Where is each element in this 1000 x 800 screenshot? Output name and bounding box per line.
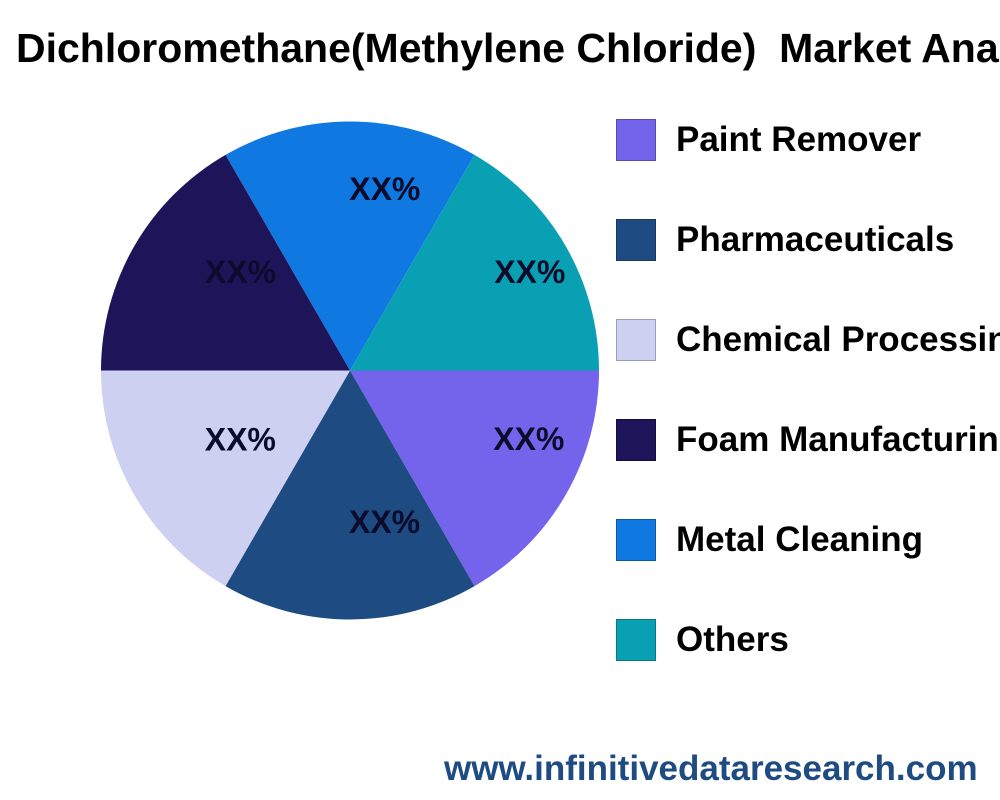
svg-text:XX%: XX% xyxy=(349,171,420,207)
svg-text:XX%: XX% xyxy=(493,421,564,457)
svg-text:XX%: XX% xyxy=(205,421,276,457)
svg-text:XX%: XX% xyxy=(349,504,420,540)
svg-text:XX%: XX% xyxy=(205,254,276,290)
svg-text:XX%: XX% xyxy=(494,254,565,290)
